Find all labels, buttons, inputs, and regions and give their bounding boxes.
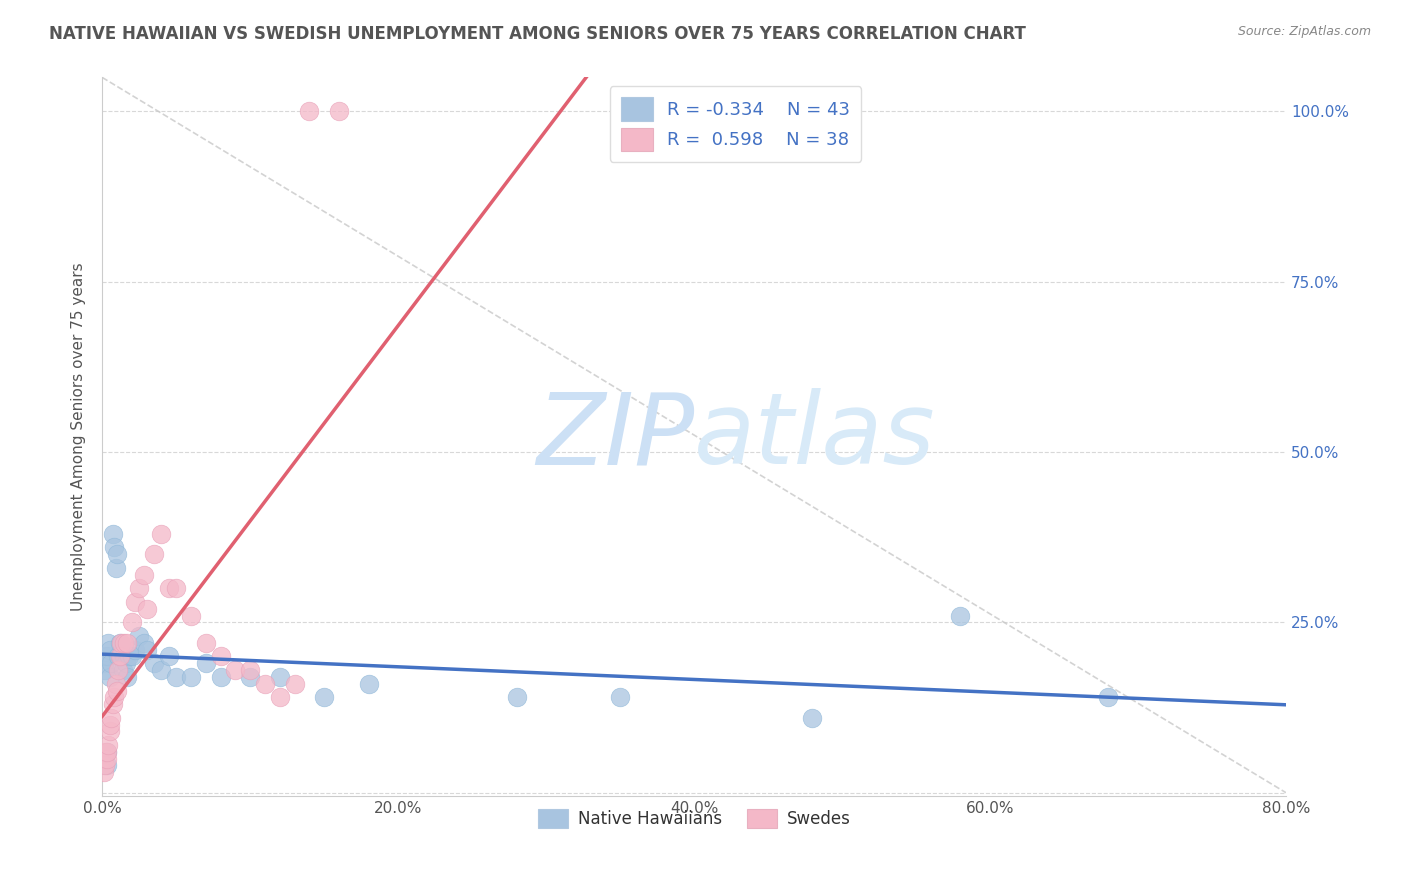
Point <box>98 717 121 731</box>
Point <box>100 711 122 725</box>
Text: NATIVE HAWAIIAN VS SWEDISH UNEMPLOYMENT AMONG SENIORS OVER 75 YEARS CORRELATION : NATIVE HAWAIIAN VS SWEDISH UNEMPLOYMENT … <box>49 25 1026 43</box>
Point <box>505 690 527 705</box>
Point <box>609 690 631 705</box>
Point <box>132 636 155 650</box>
Point <box>121 649 143 664</box>
Point <box>98 642 121 657</box>
Point <box>100 657 122 671</box>
Point <box>298 104 321 119</box>
Point <box>115 657 138 671</box>
Point <box>209 670 232 684</box>
Point <box>107 663 129 677</box>
Y-axis label: Unemployment Among Seniors over 75 years: Unemployment Among Seniors over 75 years <box>72 262 86 611</box>
Point <box>224 663 246 677</box>
Point <box>97 649 120 664</box>
Point <box>112 649 135 664</box>
Point <box>1097 690 1119 705</box>
Point <box>253 676 276 690</box>
Point <box>112 636 135 650</box>
Point <box>110 649 132 664</box>
Point <box>124 595 146 609</box>
Point <box>128 629 150 643</box>
Point <box>165 582 187 596</box>
Point <box>104 676 127 690</box>
Point <box>93 751 115 765</box>
Point <box>157 649 180 664</box>
Point <box>94 663 117 677</box>
Point <box>97 636 120 650</box>
Point <box>108 649 131 664</box>
Text: atlas: atlas <box>695 388 936 485</box>
Point <box>98 670 121 684</box>
Legend: Native Hawaiians, Swedes: Native Hawaiians, Swedes <box>531 802 858 835</box>
Point <box>180 608 202 623</box>
Point <box>269 670 291 684</box>
Point <box>96 745 118 759</box>
Point <box>143 657 166 671</box>
Text: ZIP: ZIP <box>536 388 695 485</box>
Point <box>801 711 824 725</box>
Point <box>94 745 117 759</box>
Point <box>117 670 139 684</box>
Point <box>135 601 157 615</box>
Point <box>96 751 118 765</box>
Point <box>128 582 150 596</box>
Point <box>111 663 134 677</box>
Point <box>105 683 128 698</box>
Point <box>107 649 129 664</box>
Point <box>314 690 336 705</box>
Point <box>101 697 124 711</box>
Point <box>194 636 217 650</box>
Point <box>94 649 117 664</box>
Point <box>118 649 141 664</box>
Point <box>98 724 121 739</box>
Point <box>101 526 124 541</box>
Point <box>124 642 146 657</box>
Point <box>150 526 173 541</box>
Point <box>328 104 350 119</box>
Point <box>94 758 117 772</box>
Point <box>284 676 307 690</box>
Point <box>93 657 115 671</box>
Point <box>104 561 127 575</box>
Point <box>165 670 187 684</box>
Point <box>96 745 118 759</box>
Point <box>93 765 115 780</box>
Point <box>239 670 262 684</box>
Point <box>105 547 128 561</box>
Point <box>143 547 166 561</box>
Point <box>157 582 180 596</box>
Point <box>103 690 125 705</box>
Point <box>180 670 202 684</box>
Point <box>108 636 131 650</box>
Point <box>117 636 139 650</box>
Point <box>357 676 380 690</box>
Point <box>97 738 120 752</box>
Point <box>110 636 132 650</box>
Point <box>96 758 118 772</box>
Point <box>239 663 262 677</box>
Point <box>269 690 291 705</box>
Text: Source: ZipAtlas.com: Source: ZipAtlas.com <box>1237 25 1371 38</box>
Point <box>209 649 232 664</box>
Point <box>103 541 125 555</box>
Point <box>135 642 157 657</box>
Point <box>194 657 217 671</box>
Point <box>121 615 143 630</box>
Point <box>132 567 155 582</box>
Point <box>150 663 173 677</box>
Point <box>949 608 972 623</box>
